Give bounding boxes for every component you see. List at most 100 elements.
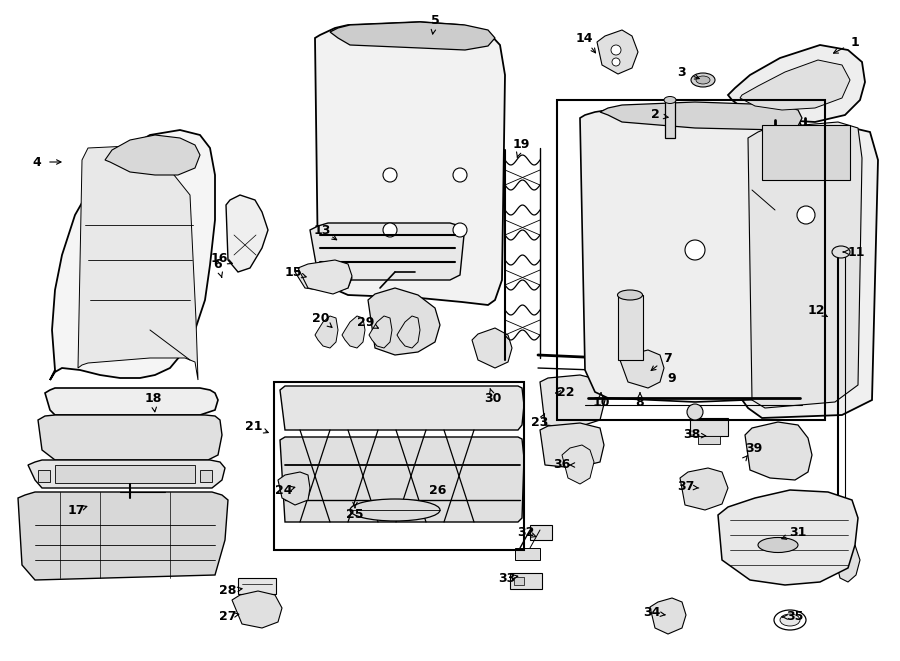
Polygon shape bbox=[278, 472, 310, 505]
Circle shape bbox=[383, 223, 397, 237]
Text: 6: 6 bbox=[213, 258, 222, 272]
Circle shape bbox=[453, 168, 467, 182]
Polygon shape bbox=[280, 437, 524, 522]
Polygon shape bbox=[718, 490, 858, 585]
Circle shape bbox=[383, 168, 397, 182]
Text: 12: 12 bbox=[807, 303, 824, 317]
Text: 37: 37 bbox=[678, 481, 695, 494]
Text: 36: 36 bbox=[554, 459, 571, 471]
Polygon shape bbox=[740, 60, 850, 110]
Polygon shape bbox=[18, 492, 228, 580]
Text: 15: 15 bbox=[284, 266, 302, 280]
Text: 29: 29 bbox=[357, 315, 374, 329]
Ellipse shape bbox=[617, 290, 643, 300]
Bar bbox=[38, 470, 50, 482]
Polygon shape bbox=[745, 422, 812, 480]
Text: 26: 26 bbox=[429, 483, 446, 496]
Text: 7: 7 bbox=[662, 352, 671, 364]
Polygon shape bbox=[330, 22, 495, 50]
Text: 1: 1 bbox=[850, 36, 860, 48]
Ellipse shape bbox=[774, 610, 806, 630]
Polygon shape bbox=[45, 388, 218, 415]
Polygon shape bbox=[580, 108, 805, 402]
Polygon shape bbox=[562, 445, 594, 484]
Polygon shape bbox=[38, 415, 222, 460]
Ellipse shape bbox=[696, 76, 710, 84]
Text: 24: 24 bbox=[275, 483, 292, 496]
Polygon shape bbox=[298, 260, 352, 294]
Text: 11: 11 bbox=[847, 245, 865, 258]
Polygon shape bbox=[472, 328, 512, 368]
Circle shape bbox=[797, 206, 815, 224]
Text: 32: 32 bbox=[518, 527, 535, 539]
Text: 21: 21 bbox=[245, 420, 263, 434]
Bar bbox=[200, 470, 212, 482]
Polygon shape bbox=[540, 375, 605, 428]
Text: 20: 20 bbox=[312, 311, 329, 325]
Polygon shape bbox=[295, 265, 352, 292]
Bar bbox=[762, 125, 850, 180]
Polygon shape bbox=[368, 288, 440, 355]
Text: 17: 17 bbox=[68, 504, 85, 516]
Bar bbox=[698, 436, 720, 444]
Polygon shape bbox=[280, 386, 524, 430]
Circle shape bbox=[612, 58, 620, 66]
Text: 22: 22 bbox=[557, 387, 575, 399]
Polygon shape bbox=[728, 125, 878, 418]
Polygon shape bbox=[105, 135, 200, 175]
Bar bbox=[274, 382, 524, 550]
Text: 34: 34 bbox=[644, 607, 661, 619]
Text: 5: 5 bbox=[430, 13, 439, 26]
Text: 19: 19 bbox=[512, 139, 530, 151]
Text: 25: 25 bbox=[346, 508, 364, 522]
Polygon shape bbox=[540, 423, 604, 468]
Polygon shape bbox=[342, 316, 365, 348]
Bar bbox=[510, 573, 542, 589]
Bar bbox=[515, 548, 540, 560]
Polygon shape bbox=[680, 468, 728, 510]
Text: 33: 33 bbox=[499, 572, 516, 584]
Polygon shape bbox=[600, 102, 802, 130]
Text: 10: 10 bbox=[592, 397, 610, 410]
Text: 23: 23 bbox=[531, 416, 549, 430]
Text: 18: 18 bbox=[144, 391, 162, 405]
Circle shape bbox=[611, 45, 621, 55]
Ellipse shape bbox=[691, 73, 715, 87]
Text: 28: 28 bbox=[220, 584, 237, 598]
Polygon shape bbox=[597, 30, 638, 74]
Polygon shape bbox=[369, 316, 392, 348]
Ellipse shape bbox=[664, 97, 676, 104]
Polygon shape bbox=[232, 591, 282, 628]
Polygon shape bbox=[28, 460, 225, 488]
Text: 2: 2 bbox=[651, 108, 660, 122]
Bar bbox=[514, 577, 524, 585]
Circle shape bbox=[453, 223, 467, 237]
Text: 3: 3 bbox=[678, 65, 687, 79]
Text: 4: 4 bbox=[32, 155, 41, 169]
Polygon shape bbox=[310, 223, 464, 280]
Circle shape bbox=[687, 404, 703, 420]
Polygon shape bbox=[397, 316, 420, 348]
Text: 13: 13 bbox=[313, 223, 330, 237]
Polygon shape bbox=[650, 598, 686, 634]
Text: 14: 14 bbox=[575, 32, 593, 44]
Bar bbox=[618, 295, 643, 360]
Polygon shape bbox=[832, 538, 860, 582]
Text: 39: 39 bbox=[745, 442, 762, 455]
Polygon shape bbox=[226, 195, 268, 272]
Ellipse shape bbox=[780, 614, 800, 626]
Ellipse shape bbox=[832, 246, 850, 258]
Polygon shape bbox=[748, 122, 862, 408]
Text: 38: 38 bbox=[683, 428, 700, 442]
Polygon shape bbox=[315, 22, 505, 305]
Text: 9: 9 bbox=[668, 371, 676, 385]
Text: 31: 31 bbox=[789, 527, 806, 539]
Bar bbox=[238, 578, 276, 594]
Text: 27: 27 bbox=[220, 609, 237, 623]
Text: 35: 35 bbox=[787, 611, 804, 623]
Ellipse shape bbox=[758, 537, 798, 553]
Text: 8: 8 bbox=[635, 397, 644, 410]
Text: 30: 30 bbox=[484, 391, 501, 405]
Ellipse shape bbox=[350, 499, 440, 521]
Bar bbox=[55, 465, 195, 483]
